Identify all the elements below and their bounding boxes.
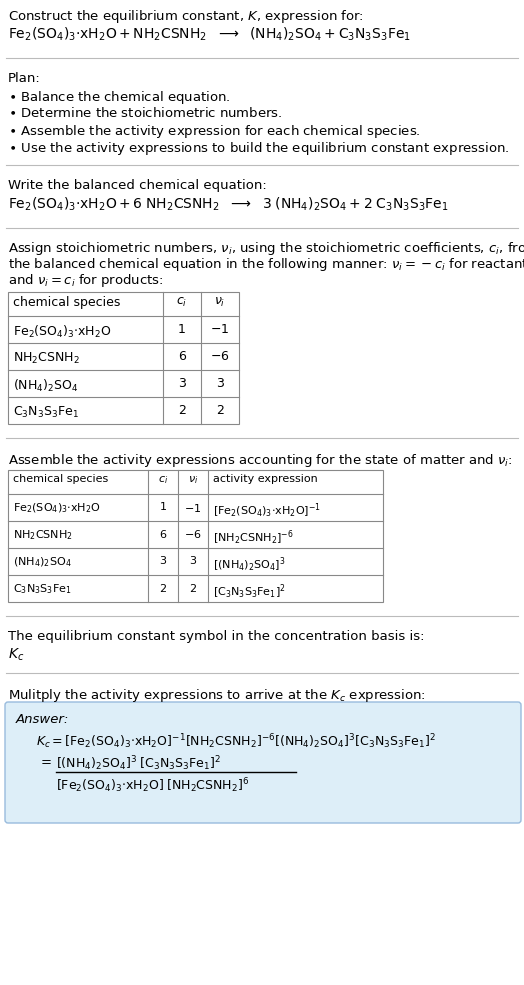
Text: $\mathrm{Fe_2(SO_4)_3{\cdot}xH_2O + NH_2CSNH_2}$  $\longrightarrow$  $\mathrm{(N: $\mathrm{Fe_2(SO_4)_3{\cdot}xH_2O + NH_2… xyxy=(8,26,411,43)
FancyBboxPatch shape xyxy=(5,702,521,823)
Text: $\mathrm{Fe_2(SO_4)_3{\cdot}xH_2O + 6\;NH_2CSNH_2}$  $\longrightarrow$  $\mathrm: $\mathrm{Fe_2(SO_4)_3{\cdot}xH_2O + 6\;N… xyxy=(8,196,449,214)
Text: $c_i$: $c_i$ xyxy=(177,296,188,309)
Text: 2: 2 xyxy=(216,404,224,417)
Text: $\mathrm{Fe_2(SO_4)_3{\cdot}xH_2O}$: $\mathrm{Fe_2(SO_4)_3{\cdot}xH_2O}$ xyxy=(13,501,101,515)
Text: $\mathrm{(NH_4)_2SO_4}$: $\mathrm{(NH_4)_2SO_4}$ xyxy=(13,556,72,569)
Text: $\mathrm{(NH_4)_2SO_4}$: $\mathrm{(NH_4)_2SO_4}$ xyxy=(13,377,79,394)
Text: $\mathrm{Fe_2(SO_4)_3{\cdot}xH_2O}$: $\mathrm{Fe_2(SO_4)_3{\cdot}xH_2O}$ xyxy=(13,323,112,340)
Text: 6: 6 xyxy=(178,350,186,363)
Text: Assign stoichiometric numbers, $\nu_i$, using the stoichiometric coefficients, $: Assign stoichiometric numbers, $\nu_i$, … xyxy=(8,240,524,257)
Text: $-1$: $-1$ xyxy=(211,323,230,336)
Text: $[\mathrm{Fe_2(SO_4)_3{\cdot}xH_2O}]^{-1}$: $[\mathrm{Fe_2(SO_4)_3{\cdot}xH_2O}]^{-1… xyxy=(213,501,321,520)
Text: chemical species: chemical species xyxy=(13,474,108,484)
Text: $\mathrm{NH_2CSNH_2}$: $\mathrm{NH_2CSNH_2}$ xyxy=(13,351,80,365)
Text: $\bullet$ Determine the stoichiometric numbers.: $\bullet$ Determine the stoichiometric n… xyxy=(8,106,282,120)
Text: Assemble the activity expressions accounting for the state of matter and $\nu_i$: Assemble the activity expressions accoun… xyxy=(8,452,512,469)
Text: $\mathrm{NH_2CSNH_2}$: $\mathrm{NH_2CSNH_2}$ xyxy=(13,529,73,543)
Text: $\mathrm{C_3N_3S_3Fe_1}$: $\mathrm{C_3N_3S_3Fe_1}$ xyxy=(13,405,79,420)
Bar xyxy=(8,470,383,602)
Text: $=$: $=$ xyxy=(38,754,52,767)
Text: 2: 2 xyxy=(178,404,186,417)
Text: $\bullet$ Assemble the activity expression for each chemical species.: $\bullet$ Assemble the activity expressi… xyxy=(8,123,421,140)
Text: 1: 1 xyxy=(159,502,167,512)
Text: 1: 1 xyxy=(178,323,186,336)
Text: $[\mathrm{NH_2CSNH_2}]^{-6}$: $[\mathrm{NH_2CSNH_2}]^{-6}$ xyxy=(213,529,293,547)
Text: 3: 3 xyxy=(216,377,224,390)
Text: Answer:: Answer: xyxy=(16,713,69,726)
Text: $\mathrm{C_3N_3S_3Fe_1}$: $\mathrm{C_3N_3S_3Fe_1}$ xyxy=(13,582,72,596)
Text: Construct the equilibrium constant, $K$, expression for:: Construct the equilibrium constant, $K$,… xyxy=(8,8,364,25)
Text: 6: 6 xyxy=(159,530,167,540)
Text: and $\nu_i = c_i$ for products:: and $\nu_i = c_i$ for products: xyxy=(8,272,163,289)
Text: $[(\mathrm{NH_4})_2\mathrm{SO_4}]^3$: $[(\mathrm{NH_4})_2\mathrm{SO_4}]^3$ xyxy=(213,556,285,574)
Text: the balanced chemical equation in the following manner: $\nu_i = -c_i$ for react: the balanced chemical equation in the fo… xyxy=(8,256,524,273)
Text: $\bullet$ Balance the chemical equation.: $\bullet$ Balance the chemical equation. xyxy=(8,89,231,106)
Bar xyxy=(8,292,239,424)
Text: $[(\mathrm{NH_4})_2\mathrm{SO_4}]^3\;[\mathrm{C_3N_3S_3Fe_1}]^2$: $[(\mathrm{NH_4})_2\mathrm{SO_4}]^3\;[\m… xyxy=(56,754,221,772)
Text: $[\mathrm{C_3N_3S_3Fe_1}]^2$: $[\mathrm{C_3N_3S_3Fe_1}]^2$ xyxy=(213,582,286,601)
Text: $K_c = [\mathrm{Fe_2(SO_4)_3{\cdot}xH_2O}]^{-1}$$[\mathrm{NH_2CSNH_2}]^{-6}$$[(\: $K_c = [\mathrm{Fe_2(SO_4)_3{\cdot}xH_2O… xyxy=(36,732,436,751)
Text: $-1$: $-1$ xyxy=(184,501,202,513)
Text: The equilibrium constant symbol in the concentration basis is:: The equilibrium constant symbol in the c… xyxy=(8,630,424,643)
Text: $[\mathrm{Fe_2(SO_4)_3{\cdot}xH_2O}]\;[\mathrm{NH_2CSNH_2}]^6$: $[\mathrm{Fe_2(SO_4)_3{\cdot}xH_2O}]\;[\… xyxy=(56,776,249,795)
Text: Plan:: Plan: xyxy=(8,72,41,85)
Text: $\nu_i$: $\nu_i$ xyxy=(188,474,198,486)
Text: $\nu_i$: $\nu_i$ xyxy=(214,296,226,309)
Text: 3: 3 xyxy=(159,557,167,566)
Text: 2: 2 xyxy=(159,583,167,594)
Text: Write the balanced chemical equation:: Write the balanced chemical equation: xyxy=(8,179,267,192)
Text: Mulitply the activity expressions to arrive at the $K_c$ expression:: Mulitply the activity expressions to arr… xyxy=(8,687,426,704)
Text: 2: 2 xyxy=(190,583,196,594)
Text: 3: 3 xyxy=(190,557,196,566)
Text: $-6$: $-6$ xyxy=(184,529,202,541)
Text: activity expression: activity expression xyxy=(213,474,318,484)
Text: $\bullet$ Use the activity expressions to build the equilibrium constant express: $\bullet$ Use the activity expressions t… xyxy=(8,140,509,157)
Text: 3: 3 xyxy=(178,377,186,390)
Text: $c_i$: $c_i$ xyxy=(158,474,168,486)
Text: chemical species: chemical species xyxy=(13,296,121,309)
Text: $-6$: $-6$ xyxy=(210,350,230,363)
Text: $K_c$: $K_c$ xyxy=(8,647,24,664)
